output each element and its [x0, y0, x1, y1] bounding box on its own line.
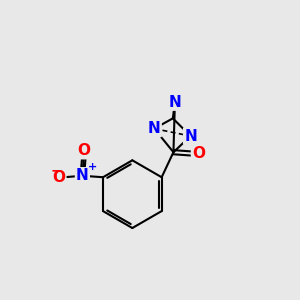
- Text: N: N: [169, 95, 181, 110]
- Text: O: O: [52, 170, 65, 185]
- Text: +: +: [88, 163, 97, 172]
- Text: N: N: [184, 128, 197, 143]
- Text: N: N: [148, 121, 161, 136]
- Text: N: N: [76, 168, 89, 183]
- Text: O: O: [192, 146, 205, 161]
- Text: −: −: [51, 163, 62, 177]
- Text: O: O: [77, 143, 90, 158]
